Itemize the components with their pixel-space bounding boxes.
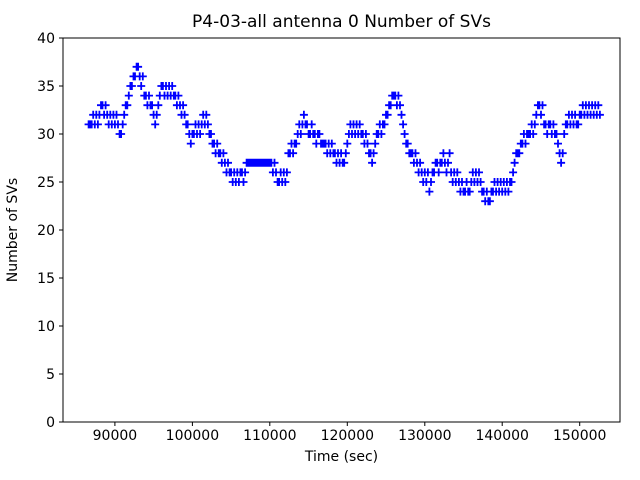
y-tick-label: 0 — [46, 415, 55, 431]
y-tick-label: 35 — [37, 79, 55, 95]
y-tick-label: 15 — [37, 271, 55, 287]
x-tick-label: 100000 — [166, 428, 219, 444]
y-tick-label: 5 — [46, 367, 55, 383]
x-tick-label: 140000 — [475, 428, 528, 444]
y-tick-label: 30 — [37, 127, 55, 143]
x-tick-label: 110000 — [243, 428, 296, 444]
y-tick-label: 25 — [37, 175, 55, 191]
chart-title: P4-03-all antenna 0 Number of SVs — [192, 12, 491, 32]
y-tick-label: 20 — [37, 223, 55, 239]
y-axis-label: Number of SVs — [5, 177, 21, 283]
data-series-markers — [84, 62, 604, 206]
y-tick-label: 40 — [37, 31, 55, 47]
x-tick-label: 150000 — [553, 428, 606, 444]
y-tick-label: 10 — [37, 319, 55, 335]
x-axis-label: Time (sec) — [304, 449, 379, 465]
x-tick-label: 120000 — [321, 428, 374, 444]
x-tick-label: 90000 — [93, 428, 138, 444]
x-tick-label: 130000 — [398, 428, 451, 444]
